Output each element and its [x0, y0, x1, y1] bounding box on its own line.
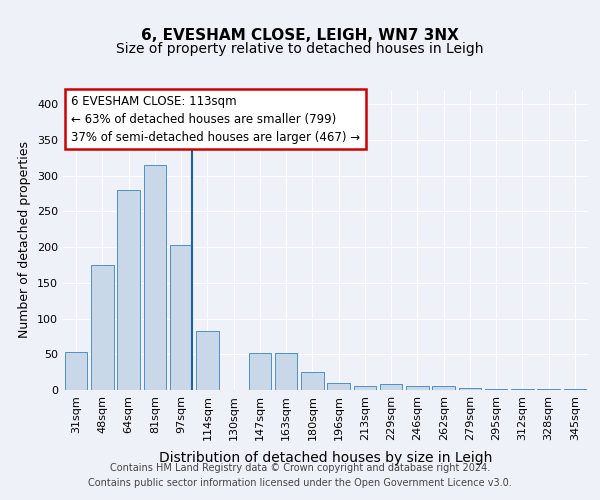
Bar — [485, 388, 507, 390]
Bar — [170, 245, 192, 390]
Bar — [459, 388, 481, 390]
Text: 6 EVESHAM CLOSE: 113sqm
← 63% of detached houses are smaller (799)
37% of semi-d: 6 EVESHAM CLOSE: 113sqm ← 63% of detache… — [71, 94, 360, 144]
X-axis label: Distribution of detached houses by size in Leigh: Distribution of detached houses by size … — [159, 451, 492, 465]
Bar — [354, 386, 376, 390]
Bar — [538, 388, 560, 390]
Text: 6, EVESHAM CLOSE, LEIGH, WN7 3NX: 6, EVESHAM CLOSE, LEIGH, WN7 3NX — [141, 28, 459, 42]
Bar — [65, 352, 87, 390]
Bar — [144, 165, 166, 390]
Bar — [406, 386, 428, 390]
Bar — [249, 353, 271, 390]
Bar — [118, 190, 140, 390]
Bar — [564, 388, 586, 390]
Bar — [328, 383, 350, 390]
Text: Size of property relative to detached houses in Leigh: Size of property relative to detached ho… — [116, 42, 484, 56]
Bar — [380, 384, 402, 390]
Bar — [433, 386, 455, 390]
Bar — [196, 332, 218, 390]
Y-axis label: Number of detached properties: Number of detached properties — [19, 142, 31, 338]
Text: Contains HM Land Registry data © Crown copyright and database right 2024.
Contai: Contains HM Land Registry data © Crown c… — [88, 462, 512, 487]
Bar — [275, 353, 297, 390]
Bar — [91, 265, 113, 390]
Bar — [511, 388, 533, 390]
Bar — [301, 372, 323, 390]
